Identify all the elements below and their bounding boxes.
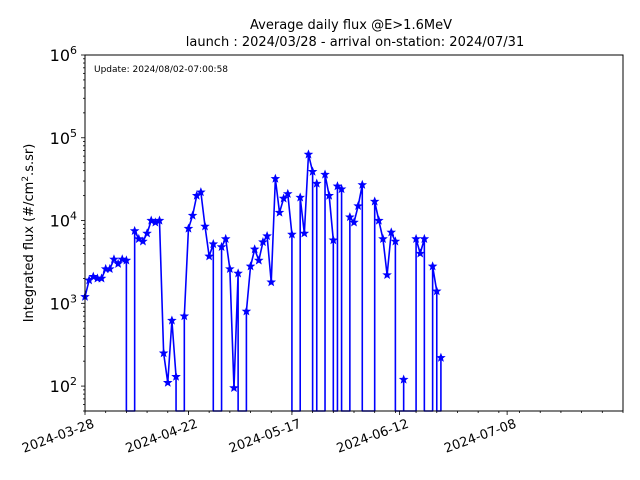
y-tick-label-exponent: 5 (70, 127, 77, 140)
data-point-marker (378, 233, 388, 243)
data-point-marker (353, 200, 363, 211)
data-point-marker (229, 382, 239, 393)
y-tick-label-exponent: 6 (70, 44, 77, 57)
data-point-marker (105, 263, 115, 274)
y-tick-label: 104 (50, 210, 77, 231)
y-tick-label: 103 (50, 292, 77, 313)
data-point-marker (278, 193, 289, 203)
data-point-marker (196, 187, 206, 197)
data-point-marker (258, 236, 268, 247)
data-point-marker (320, 169, 330, 179)
data-point-marker (109, 254, 119, 264)
data-point-marker (200, 221, 210, 231)
series-line-group (80, 149, 446, 412)
data-point-marker (328, 235, 339, 245)
data-point-marker (369, 196, 380, 206)
data-point-marker (270, 173, 281, 183)
data-point-marker (187, 210, 198, 220)
data-point-marker (419, 233, 430, 243)
data-point-marker (262, 230, 272, 241)
data-point-marker (233, 268, 243, 278)
data-point-marker (398, 374, 409, 384)
y-tick-label: 105 (50, 127, 77, 148)
data-point-marker (386, 227, 397, 237)
data-point-marker (154, 215, 165, 225)
data-point-marker (96, 273, 107, 283)
data-point-marker (287, 229, 297, 239)
y-tick-label-exponent: 4 (70, 210, 77, 223)
data-point-marker (282, 188, 293, 198)
update-annotation: Update: 2024/08/02-07:00:58 (94, 65, 228, 75)
y-tick-label-base: 10 (50, 129, 70, 148)
y-tick-label-base: 10 (50, 212, 70, 231)
data-point-marker (134, 233, 144, 243)
data-point-marker (431, 286, 442, 296)
data-point-marker (225, 263, 235, 274)
y-axis-label-rest: .s.sr) (22, 144, 37, 176)
data-point-marker (183, 223, 194, 233)
chart-subtitle: launch : 2024/03/28 - arrival on-station… (186, 35, 524, 50)
data-point-marker (295, 192, 305, 202)
data-point-marker (299, 228, 310, 238)
data-point-marker (382, 269, 392, 280)
y-tick-label: 106 (50, 44, 77, 65)
data-point-marker (436, 352, 446, 362)
data-point-marker (349, 217, 359, 227)
data-point-marker (390, 236, 401, 246)
data-point-marker (121, 255, 132, 265)
data-point-marker (142, 228, 152, 238)
y-tick-label-exponent: 3 (70, 292, 77, 305)
data-point-marker (411, 233, 421, 243)
data-point-marker (303, 149, 314, 159)
data-point-marker (171, 371, 181, 381)
data-point-marker (204, 251, 214, 261)
y-tick-label-base: 10 (50, 46, 70, 65)
data-point-marker (357, 179, 368, 189)
data-point-marker (208, 239, 219, 249)
data-point-marker (245, 261, 256, 271)
data-point-marker (324, 190, 334, 200)
data-point-marker (88, 271, 99, 281)
data-point-marker (129, 225, 140, 235)
data-point-marker (427, 261, 438, 271)
data-point-marker (266, 277, 277, 287)
data-point-marker (254, 255, 264, 265)
data-point-marker (216, 241, 227, 251)
y-tick-label: 102 (50, 375, 77, 396)
data-point-marker (374, 215, 384, 225)
data-point-marker (415, 248, 426, 258)
y-axis-label: Integrated flux (#/cm2.s.sr) (21, 144, 37, 323)
y-tick-label-exponent: 2 (70, 375, 77, 388)
data-point-marker (249, 244, 260, 254)
data-point-marker (345, 212, 355, 222)
data-point-marker (220, 233, 231, 243)
data-point-marker (113, 258, 123, 268)
y-tick-label-base: 10 (50, 377, 70, 396)
data-point-marker (146, 215, 157, 225)
data-point-marker (241, 306, 252, 316)
data-point-marker (179, 311, 190, 321)
data-point-marker (162, 377, 173, 387)
data-point-marker (311, 178, 322, 188)
y-tick-label-base: 10 (50, 294, 70, 313)
data-point-marker (307, 166, 318, 176)
data-point-marker (138, 236, 148, 246)
y-axis-label-main: Integrated flux (#/cm (22, 182, 37, 323)
y-axis-label-superscript: 2 (21, 176, 31, 182)
chart-title: Average daily flux @E>1.6MeV (250, 18, 452, 33)
data-point-marker (167, 315, 177, 325)
data-point-marker (336, 184, 347, 194)
data-point-marker (274, 207, 285, 217)
data-point-marker (158, 348, 169, 358)
